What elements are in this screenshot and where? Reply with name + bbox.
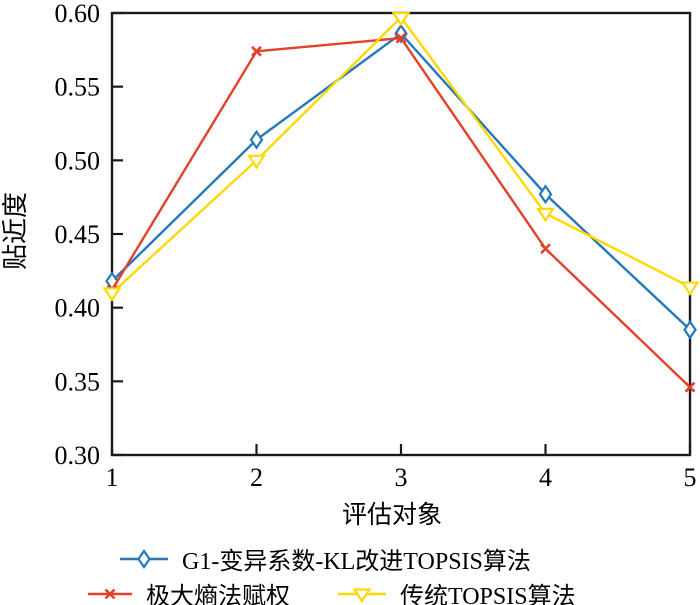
x-tick-label: 4 — [539, 463, 552, 492]
legend-x-line-icon — [88, 588, 132, 599]
y-tick-label: 0.55 — [55, 73, 101, 102]
triangle-down-marker — [535, 207, 556, 223]
triangle-down-marker — [680, 281, 700, 297]
legend-entry-g1-topsis: G1-变异系数-KL改进TOPSIS算法 — [118, 541, 531, 576]
series-2 — [102, 11, 700, 302]
triangle-down-marker — [352, 587, 372, 603]
y-tick-label: 0.50 — [55, 146, 101, 175]
triangle-down-marker — [102, 287, 122, 302]
x-marker — [395, 32, 407, 44]
plot-border — [110, 11, 692, 457]
legend-entry-traditional-topsis: 传统TOPSIS算法 — [336, 576, 576, 605]
triangle-down-marker — [246, 154, 267, 170]
diamond-marker — [249, 129, 264, 150]
y-tick-label: 0.45 — [55, 220, 101, 249]
y-tick-label: 0.35 — [55, 367, 101, 396]
legend-label-traditional-topsis: 传统TOPSIS算法 — [400, 584, 576, 605]
triangle-down-marker — [391, 11, 411, 27]
x-axis-label: 评估对象 — [342, 501, 442, 529]
x-tick-label: 2 — [250, 463, 263, 492]
plot-frame — [110, 11, 692, 457]
diamond-marker — [137, 548, 151, 569]
x-tick-label: 5 — [684, 463, 697, 492]
legend-label-g1-topsis: G1-变异系数-KL改进TOPSIS算法 — [182, 549, 531, 575]
x-tick-label: 3 — [395, 463, 408, 492]
series-2-line — [111, 16, 691, 294]
diamond-marker — [394, 23, 408, 44]
x-tick-label: 1 — [106, 463, 119, 492]
y-tick-label: 0.40 — [55, 294, 101, 323]
y-tick-label: 0.30 — [55, 441, 101, 470]
diamond-marker — [538, 184, 553, 205]
y-tick-label: 0.60 — [55, 0, 101, 28]
plot-area: 0.30 0.35 0.40 0.45 0.50 0.55 0.60 1 2 3 4 5 评估对象 贴… — [1, 0, 700, 529]
x-marker — [540, 243, 551, 255]
y-axis-label: 贴近度 — [1, 192, 30, 270]
legend-label-max-entropy: 极大熵法赋权 — [146, 584, 290, 605]
series-1 — [106, 32, 696, 393]
legend-triangle-line-icon — [338, 587, 386, 603]
x-marker — [104, 588, 116, 599]
x-marker — [251, 45, 262, 57]
series-0 — [105, 23, 697, 340]
series-0-line — [111, 32, 691, 331]
legend-entry-max-entropy: 极大熵法赋权 — [86, 576, 290, 605]
data-series — [102, 11, 700, 393]
axis-ticks: 0.30 0.35 0.40 0.45 0.50 0.55 0.60 1 2 3 4 5 — [55, 0, 697, 492]
diamond-marker — [683, 319, 697, 340]
x-marker — [684, 381, 696, 393]
legend-diamond-line-icon — [120, 548, 168, 569]
